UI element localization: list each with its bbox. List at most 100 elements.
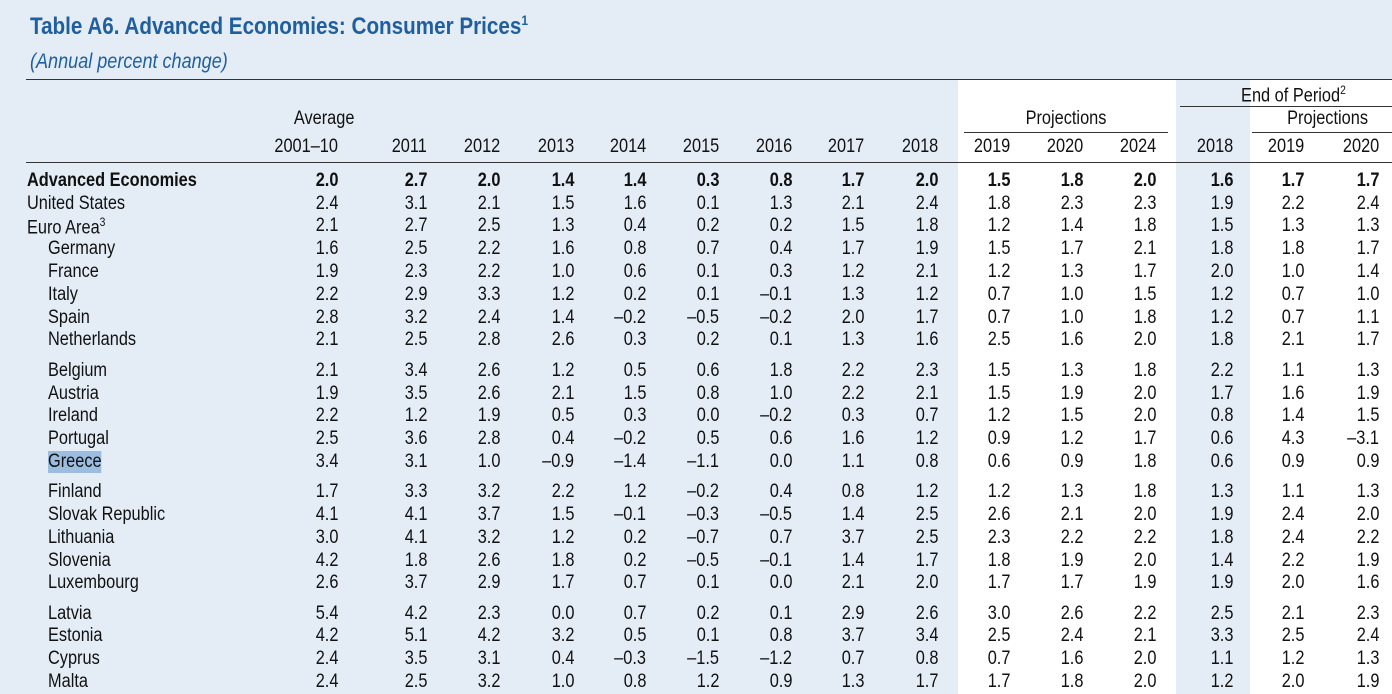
table-cell: 0.3 bbox=[696, 170, 719, 191]
table-cell: 3.7 bbox=[404, 572, 427, 593]
table-row: Austria 1.9 3.5 2.6 2.1 1.5 0.8 1.0 2.2 2.1 1.5 1.9… bbox=[0, 383, 1392, 406]
table-cell: 1.6 bbox=[1060, 648, 1083, 669]
table-cell: 1.6 bbox=[1210, 170, 1233, 191]
table-cell: 1.6 bbox=[551, 238, 574, 259]
row-label: Slovak Republic bbox=[48, 504, 166, 525]
end-of-period-projections-header: Projections bbox=[1287, 108, 1368, 129]
table-cell: 1.3 bbox=[1356, 215, 1379, 236]
table-cell: 1.5 bbox=[987, 238, 1010, 259]
table-cell: –0.9 bbox=[542, 451, 574, 472]
table-cell: 1.8 bbox=[1133, 215, 1156, 236]
table-cell: 3.5 bbox=[404, 648, 427, 669]
table-cell: 2.4 bbox=[315, 648, 338, 669]
table-cell: 2.0 bbox=[1133, 648, 1156, 669]
row-label: Lithuania bbox=[48, 527, 115, 548]
table-row: Lithuania 3.0 4.1 3.2 1.2 0.2 –0.7 0.7 3.7 2.5 2.3… bbox=[0, 527, 1392, 550]
projections-rule bbox=[964, 132, 1168, 133]
table-cell: 2.0 bbox=[841, 307, 864, 328]
table-cell: 2.4 bbox=[477, 307, 500, 328]
table-cell: 0.9 bbox=[1281, 451, 1304, 472]
table-cell: 1.2 bbox=[1210, 307, 1233, 328]
table-cell: 1.7 bbox=[1281, 170, 1304, 191]
table-cell: 2.2 bbox=[315, 284, 338, 305]
table-cell: 1.2 bbox=[987, 261, 1010, 282]
table-cell: 1.5 bbox=[551, 504, 574, 525]
table-cell: 3.4 bbox=[915, 625, 938, 646]
table-cell: 1.3 bbox=[1210, 481, 1233, 502]
table-cell: 2.9 bbox=[477, 572, 500, 593]
table-cell: 1.3 bbox=[769, 193, 792, 214]
table-cell: 0.8 bbox=[915, 648, 938, 669]
end-of-period-rule bbox=[1180, 106, 1392, 107]
table-cell: 1.2 bbox=[1060, 428, 1083, 449]
table-cell: 1.3 bbox=[1356, 648, 1379, 669]
table-cell: 2.6 bbox=[551, 329, 574, 350]
table-cell: 2.3 bbox=[1133, 193, 1156, 214]
table-cell: 1.8 bbox=[915, 215, 938, 236]
table-cell: 2.2 bbox=[477, 261, 500, 282]
table-cell: 1.9 bbox=[1356, 671, 1379, 692]
column-header-2: 2012 bbox=[463, 136, 500, 157]
table-cell: 2.3 bbox=[987, 527, 1010, 548]
table-cell: 1.0 bbox=[1281, 261, 1304, 282]
row-label: Advanced Economies bbox=[27, 170, 197, 191]
table-cell: 1.3 bbox=[841, 329, 864, 350]
table-cell: 1.8 bbox=[1060, 671, 1083, 692]
table-row: Slovenia 4.2 1.8 2.6 1.8 0.2 –0.5 –0.1 1.4 1.7 1.8… bbox=[0, 550, 1392, 573]
table-cell: 2.3 bbox=[477, 603, 500, 624]
table-cell: 1.1 bbox=[841, 451, 864, 472]
column-header-13: 2019 bbox=[1267, 136, 1304, 157]
table-cell: 3.2 bbox=[551, 625, 574, 646]
table-cell: –0.2 bbox=[614, 307, 646, 328]
table-cell: 1.4 bbox=[623, 170, 646, 191]
table-cell: 3.2 bbox=[404, 307, 427, 328]
row-label: Slovenia bbox=[48, 550, 111, 571]
table-cell: 1.7 bbox=[1356, 170, 1379, 191]
table-cell: 1.2 bbox=[915, 428, 938, 449]
row-label: Ireland bbox=[48, 405, 98, 426]
table-row: Portugal 2.5 3.6 2.8 0.4 –0.2 0.5 0.6 1.6 1.2 0.9 1… bbox=[0, 428, 1392, 451]
table-cell: 1.6 bbox=[915, 329, 938, 350]
table-cell: 1.1 bbox=[1356, 307, 1379, 328]
table-cell: 1.8 bbox=[1060, 170, 1083, 191]
table-cell: 1.9 bbox=[1356, 383, 1379, 404]
table-cell: 0.4 bbox=[769, 238, 792, 259]
top-rule bbox=[26, 79, 1392, 80]
table-cell: 2.8 bbox=[477, 428, 500, 449]
table-cell: 1.6 bbox=[315, 238, 338, 259]
column-header-8: 2018 bbox=[901, 136, 938, 157]
average-header: Average bbox=[293, 108, 354, 129]
table-cell: 0.7 bbox=[1281, 284, 1304, 305]
table-cell: 0.9 bbox=[769, 671, 792, 692]
table-cell: 1.2 bbox=[551, 360, 574, 381]
row-label: Austria bbox=[48, 383, 99, 404]
row-label: Latvia bbox=[48, 603, 92, 624]
table-cell: 1.7 bbox=[987, 671, 1010, 692]
table-cell: 2.4 bbox=[1060, 625, 1083, 646]
table-cell: 1.7 bbox=[1060, 572, 1083, 593]
table-cell: 1.5 bbox=[551, 193, 574, 214]
table-cell: 2.5 bbox=[404, 671, 427, 692]
table-cell: –0.5 bbox=[760, 504, 792, 525]
table-cell: 0.7 bbox=[696, 238, 719, 259]
table-cell: 1.2 bbox=[551, 284, 574, 305]
table-cell: 1.1 bbox=[1281, 481, 1304, 502]
table-cell: 1.2 bbox=[915, 284, 938, 305]
table-cell: 0.2 bbox=[623, 527, 646, 548]
table-row: Belgium 2.1 3.4 2.6 1.2 0.5 0.6 1.8 2.2 2.3 1.5 1.3… bbox=[0, 360, 1392, 383]
table-cell: 1.5 bbox=[987, 383, 1010, 404]
table-cell: 2.4 bbox=[1281, 527, 1304, 548]
table-cell: 2.5 bbox=[477, 215, 500, 236]
table-cell: 2.0 bbox=[1133, 383, 1156, 404]
table-cell: 1.0 bbox=[477, 451, 500, 472]
table-row: Ireland 2.2 1.2 1.9 0.5 0.3 0.0 –0.2 0.3 0.7 1.2 1.… bbox=[0, 405, 1392, 428]
table-cell: 4.2 bbox=[477, 625, 500, 646]
table-row: Advanced Economies 2.0 2.7 2.0 1.4 1.4 0.3 0.8 1… bbox=[0, 170, 1392, 193]
table-cell: 1.7 bbox=[841, 238, 864, 259]
table-cell: 3.7 bbox=[841, 625, 864, 646]
table-cell: 1.8 bbox=[1210, 527, 1233, 548]
column-header-1: 2011 bbox=[391, 136, 427, 157]
table-cell: 2.1 bbox=[1281, 329, 1304, 350]
table-cell: 2.4 bbox=[1356, 193, 1379, 214]
table-cell: 1.0 bbox=[1060, 284, 1083, 305]
